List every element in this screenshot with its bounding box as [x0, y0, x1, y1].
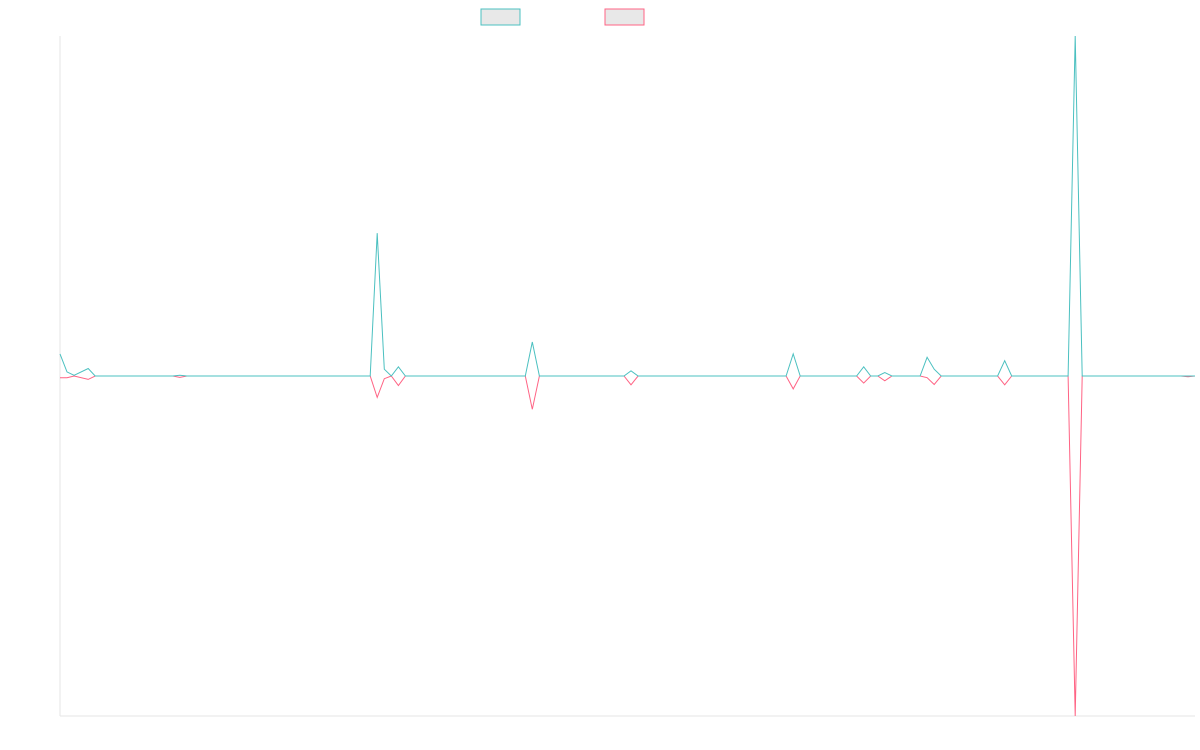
series-line-1 — [59, 35, 1195, 377]
legend-swatch-1[interactable] — [480, 8, 521, 26]
series-line-2 — [60, 375, 1196, 717]
legend[interactable] — [480, 8, 645, 26]
series-layer — [59, 35, 1196, 717]
legend-swatch-2[interactable] — [604, 8, 645, 26]
